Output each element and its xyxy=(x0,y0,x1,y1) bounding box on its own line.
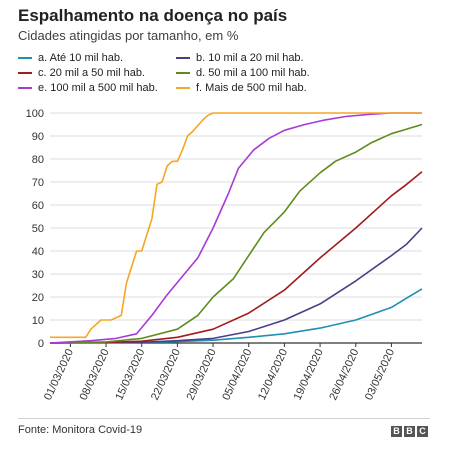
bbc-logo-letter: B xyxy=(391,426,402,437)
series-line-d xyxy=(49,123,423,344)
chart-subtitle: Cidades atingidas por tamanho, em % xyxy=(18,28,239,43)
bbc-logo-letter: C xyxy=(417,426,428,437)
x-tick-label: 08/03/2020 xyxy=(78,347,112,402)
legend-item-f: f. Mais de 500 mil hab. xyxy=(176,82,307,94)
x-tick-label: 03/05/2020 xyxy=(363,347,397,402)
legend-swatch-d xyxy=(176,72,190,74)
series-line-e xyxy=(49,112,422,344)
x-tick-label: 22/03/2020 xyxy=(149,347,183,402)
series-line-c xyxy=(49,171,423,344)
y-tick-label: 60 xyxy=(32,200,44,212)
legend-item-d: d. 50 mil a 100 mil hab. xyxy=(176,67,310,79)
bbc-logo: B B C xyxy=(391,426,428,437)
legend-item-b: b. 10 mil a 20 mil hab. xyxy=(176,52,304,64)
x-tick-label: 12/04/2020 xyxy=(256,347,290,402)
y-tick-label: 20 xyxy=(32,292,44,304)
bbc-logo-letter: B xyxy=(404,426,415,437)
legend-label-e: e. 100 mil a 500 mil hab. xyxy=(38,82,158,94)
legend-swatch-a xyxy=(18,57,32,59)
y-tick-label: 10 xyxy=(32,315,44,327)
series-line-b xyxy=(49,227,423,344)
legend-item-a: a. Até 10 mil hab. xyxy=(18,52,123,64)
legend-item-c: c. 20 mil a 50 mil hab. xyxy=(18,67,145,79)
legend-label-b: b. 10 mil a 20 mil hab. xyxy=(196,52,304,64)
y-tick-label: 80 xyxy=(32,154,44,166)
x-tick-label: 26/04/2020 xyxy=(327,347,361,402)
source-note: Fonte: Monitora Covid-19 xyxy=(18,424,143,436)
legend-swatch-b xyxy=(176,57,190,59)
y-tick-label: 70 xyxy=(32,177,44,189)
chart-title: Espalhamento na doença no país xyxy=(18,6,288,25)
y-tick-label: 90 xyxy=(32,131,44,143)
y-tick-label: 50 xyxy=(32,223,44,235)
y-tick-label: 40 xyxy=(32,246,44,258)
x-tick-label: 29/03/2020 xyxy=(185,347,219,402)
x-tick-label: 01/03/2020 xyxy=(42,347,76,402)
y-tick-label: 30 xyxy=(32,269,44,281)
series-line-f xyxy=(50,112,422,339)
legend-label-f: f. Mais de 500 mil hab. xyxy=(196,82,307,94)
x-tick-label: 05/04/2020 xyxy=(220,347,254,402)
legend-swatch-f xyxy=(176,87,190,89)
legend-label-d: d. 50 mil a 100 mil hab. xyxy=(196,67,310,79)
legend-swatch-e xyxy=(18,87,32,89)
x-tick-label: 19/04/2020 xyxy=(292,347,326,402)
y-tick-label: 0 xyxy=(38,338,44,350)
legend-swatch-c xyxy=(18,72,32,74)
legend-label-c: c. 20 mil a 50 mil hab. xyxy=(38,67,145,79)
x-tick-label: 15/03/2020 xyxy=(113,347,147,402)
y-tick-label: 100 xyxy=(26,108,44,120)
footer-divider xyxy=(18,418,430,419)
legend-label-a: a. Até 10 mil hab. xyxy=(38,52,123,64)
legend-item-e: e. 100 mil a 500 mil hab. xyxy=(18,82,158,94)
